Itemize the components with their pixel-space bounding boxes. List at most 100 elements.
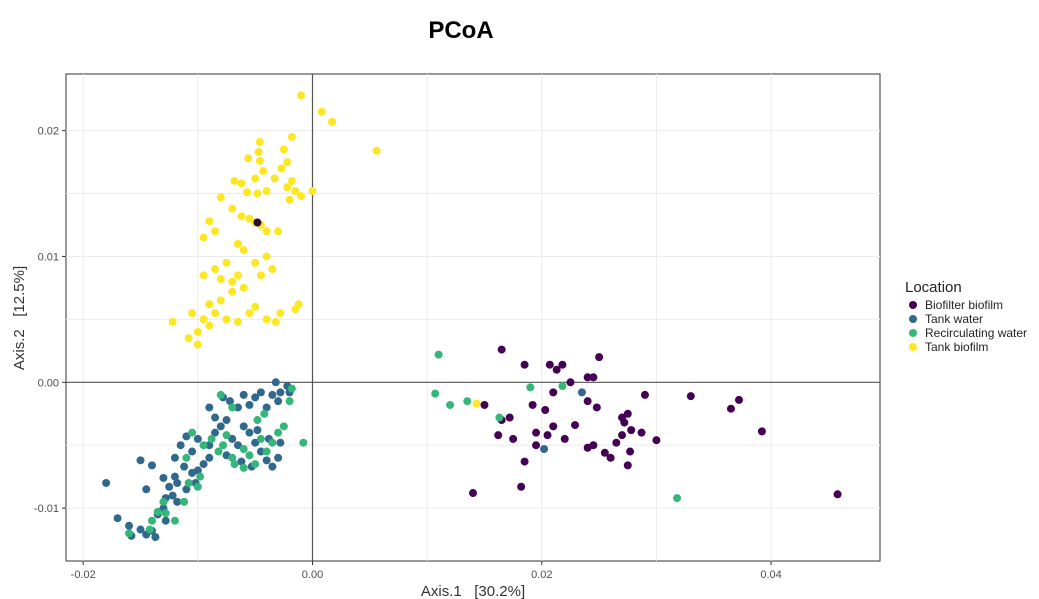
point-recirculating-water [214, 447, 223, 456]
x-tick-label: 0.02 [531, 569, 552, 581]
point-recirculating-water [434, 350, 443, 359]
point-tank-biofilm [251, 258, 260, 267]
point-tank-biofilm [205, 321, 214, 330]
point-biofilter-biofilm [757, 427, 766, 436]
point-tank-biofilm [244, 154, 253, 163]
point-recirculating-water [182, 453, 191, 462]
point-recirculating-water [125, 529, 134, 538]
point-tank-water [173, 497, 182, 506]
point-tank-biofilm [228, 204, 237, 213]
point-recirculating-water [253, 416, 262, 425]
point-recirculating-water [184, 478, 193, 487]
point-recirculating-water [260, 409, 269, 418]
legend-title: Location [905, 279, 962, 296]
legend-label-tank-water: Tank water [925, 312, 983, 326]
point-recirculating-water [153, 507, 162, 516]
point-biofilter-biofilm [623, 409, 632, 418]
point-tank-water [276, 438, 285, 447]
point-tank-water [276, 388, 285, 397]
point-tank-biofilm [233, 317, 242, 326]
point-biofilter-biofilm [560, 434, 569, 443]
point-tank-water [182, 432, 191, 441]
x-tick-label: 0.04 [760, 569, 781, 581]
point-tank-water [245, 428, 254, 437]
point-tank-biofilm [237, 212, 246, 221]
point-recirculating-water [299, 438, 308, 447]
point-biofilter-biofilm [600, 448, 609, 457]
point-tank-biofilm [262, 187, 271, 196]
point-recirculating-water [159, 497, 168, 506]
point-tank-biofilm [274, 227, 283, 236]
point-biofilter-biofilm [549, 388, 558, 397]
point-tank-biofilm [277, 164, 286, 173]
point-biofilter-biofilm [571, 421, 580, 430]
legend-key-tank-biofilm [909, 343, 917, 351]
point-tank-water [161, 516, 170, 525]
point-biofilter-biofilm [627, 426, 636, 435]
point-tank-water [237, 457, 246, 466]
point-tank-biofilm [268, 265, 277, 274]
point-recirculating-water [161, 509, 170, 518]
point-tank-biofilm [222, 258, 231, 267]
point-tank-water [271, 378, 280, 387]
point-biofilter-biofilm [532, 428, 541, 437]
point-recirculating-water [196, 472, 205, 481]
point-tank-water [211, 428, 220, 437]
point-biofilter-biofilm [497, 345, 506, 354]
point-tank-biofilm [193, 327, 202, 336]
point-tank-water [262, 456, 271, 465]
point-tank-water [268, 390, 277, 399]
point-recirculating-water [188, 428, 197, 437]
point-tank-biofilm [228, 277, 237, 286]
point-recirculating-water [262, 447, 271, 456]
point-tank-biofilm [188, 309, 197, 318]
point-tank-water [102, 478, 111, 487]
point-tank-biofilm [287, 176, 296, 185]
point-recirculating-water [180, 497, 189, 506]
point-biofilter-biofilm [606, 453, 615, 462]
chart-title: PCoA [428, 17, 493, 44]
point-tank-biofilm [283, 183, 292, 192]
point-biofilter-biofilm [652, 436, 661, 445]
point-biofilter-biofilm [833, 490, 842, 499]
point-tank-biofilm [317, 107, 326, 116]
point-biofilter-biofilm [480, 400, 489, 409]
point-tank-water [193, 434, 202, 443]
point-biofilter-biofilm [520, 360, 529, 369]
point-tank-water [256, 447, 265, 456]
legend-key-biofilter-biofilm [909, 301, 917, 309]
point-tank-biofilm [239, 283, 248, 292]
point-recirculating-water [170, 516, 179, 525]
point-tank-biofilm [199, 233, 208, 242]
y-tick-label: 0.02 [38, 126, 59, 138]
point-biofilter-biofilm [517, 482, 526, 491]
point-tank-biofilm [262, 252, 271, 261]
point-tank-water [176, 441, 185, 450]
point-tank-biofilm [256, 271, 265, 280]
point-tank-water [251, 393, 260, 402]
point-recirculating-water [207, 434, 216, 443]
zero-lines [66, 74, 880, 561]
point-tank-water [199, 460, 208, 469]
point-tank-water [168, 491, 177, 500]
point-tank-water [222, 416, 231, 425]
point-tank-water [225, 397, 234, 406]
point-highlight [253, 218, 262, 227]
point-biofilter-biofilm [469, 489, 477, 498]
point-tank-biofilm [255, 156, 264, 165]
point-tank-water [268, 462, 277, 471]
point-tank-water [211, 413, 220, 422]
point-biofilter-biofilm [566, 378, 575, 387]
point-tank-water [142, 485, 151, 494]
point-recirculating-water [228, 453, 237, 462]
point-biofilter-biofilm [595, 353, 604, 362]
point-tank-biofilm [193, 340, 202, 349]
point-tank-water [170, 453, 179, 462]
point-recirculating-water [431, 389, 440, 398]
point-biofilter-biofilm [592, 403, 601, 412]
point-tank-biofilm [279, 145, 288, 154]
point-biofilter-biofilm [509, 434, 518, 443]
point-tank-biofilm [327, 117, 336, 126]
